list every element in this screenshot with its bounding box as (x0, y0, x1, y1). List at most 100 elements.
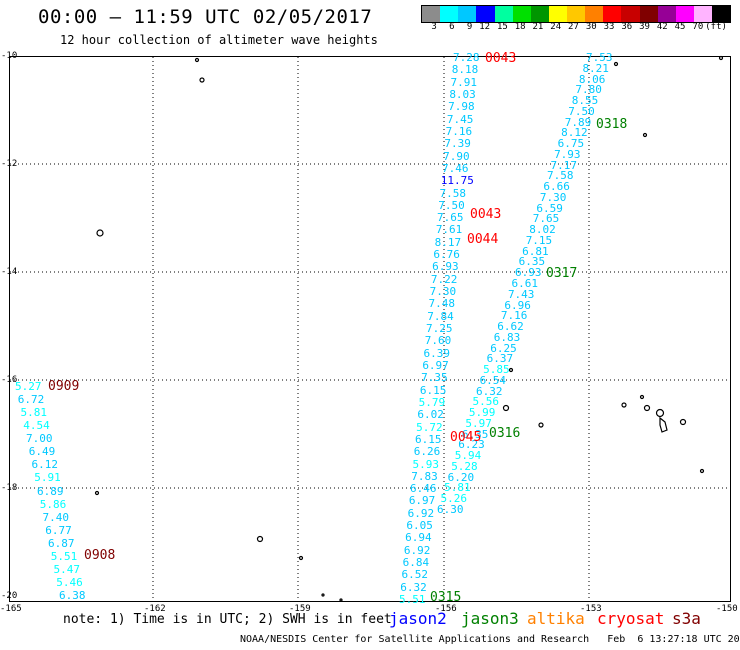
legend-s3a: s3a (672, 609, 701, 628)
swh-value-label: 6.89 (37, 484, 64, 498)
legend-jason2: jason2 (389, 609, 447, 628)
pass-label: 0908 (84, 548, 116, 563)
swh-value-label: 6.54 (479, 373, 507, 387)
island (613, 61, 619, 67)
swh-value-label: 7.16 (500, 309, 528, 323)
swh-value-label: 6.23 (458, 438, 485, 452)
color-scale-label: (ft) (705, 22, 727, 32)
swh-value-label: 7.43 (507, 287, 535, 301)
swh-value-label: 7.93 (554, 147, 581, 161)
swh-value-label: 7.89 (564, 115, 592, 129)
color-scale-label: 39 (639, 22, 650, 32)
color-scale-swatch (458, 6, 477, 22)
color-scale-label: 36 (621, 22, 633, 32)
color-scale-swatch (657, 6, 676, 22)
swh-value-label: 6.26 (413, 445, 441, 459)
swh-value-label: 4.54 (23, 419, 50, 433)
swh-value-label: 6.93 (515, 266, 542, 280)
color-scale-label: 24 (550, 22, 562, 32)
swh-value-label: 7.46 (441, 161, 469, 175)
swh-value-label: 5.79 (418, 395, 446, 409)
color-scale-label: 6 (449, 22, 455, 32)
island (621, 402, 627, 408)
swh-value-label: 5.81 (20, 406, 48, 420)
swh-value-label: 7.60 (424, 334, 452, 348)
island (194, 57, 200, 63)
swh-value-label: 8.06 (578, 72, 606, 86)
swh-value-label: 6.12 (31, 458, 59, 472)
swh-value-label: 5.93 (412, 457, 440, 471)
pass-label: 0317 (546, 266, 578, 281)
island (639, 394, 645, 400)
swh-value-label: 7.50 (438, 198, 465, 212)
color-scale-swatch (512, 6, 531, 22)
swh-value-label: 7.40 (42, 510, 70, 524)
color-scale-label: 33 (603, 22, 615, 32)
color-scale-swatch (530, 6, 549, 22)
swh-value-label: 6.49 (28, 445, 56, 459)
swh-value-label: 7.35 (421, 371, 448, 385)
swh-value-label: 6.61 (511, 277, 539, 290)
map-frame (9, 56, 731, 602)
pass-label: 0045 (450, 430, 482, 445)
swh-value-label: 5.47 (53, 562, 81, 576)
swh-value-label: 7.25 (426, 322, 453, 335)
swh-value-label: 6.92 (403, 543, 431, 557)
swh-value-label: 5.51 (50, 549, 78, 563)
swh-value-label: 6.97 (422, 358, 449, 372)
swh-value-label: 11.75 (440, 174, 474, 188)
swh-value-label: 5.26 (440, 492, 468, 506)
swh-value-label: 6.25 (490, 341, 517, 355)
swh-value-label: 5.56 (472, 395, 499, 409)
island (679, 418, 687, 426)
swh-value-label: 8.21 (582, 61, 609, 75)
swh-value-label: 7.90 (443, 149, 470, 163)
pass-label: 0316 (489, 426, 521, 441)
color-scale-swatch (548, 6, 567, 22)
swh-value-label: 8.55 (571, 94, 599, 108)
swh-value-label: 5.46 (56, 575, 83, 589)
swh-value-label: 6.30 (437, 503, 464, 516)
pass-label: 0909 (48, 379, 80, 394)
swh-value-label: 7.00 (26, 432, 53, 446)
swh-value-label: 6.15 (414, 432, 442, 446)
island (699, 468, 705, 474)
island (538, 422, 544, 428)
swh-value-label: 5.81 (444, 481, 471, 495)
color-scale-label: 3 (431, 22, 437, 32)
swh-value-label: 7.53 (586, 51, 613, 64)
y-tick-label: -12 (1, 159, 18, 169)
swh-value-label: 6.02 (417, 408, 444, 422)
swh-value-label: 5.99 (468, 406, 496, 420)
swh-value-label: 7.98 (448, 100, 475, 114)
swh-value-label: 5.85 (483, 363, 510, 377)
swh-value-label: 6.92 (407, 506, 435, 520)
island (256, 535, 264, 543)
swh-value-label: 8.12 (561, 126, 588, 140)
swh-value-label: 6.32 (476, 384, 503, 398)
swh-value-label: 6.97 (408, 494, 436, 508)
y-tick-label: -10 (1, 51, 18, 61)
swh-value-label: 6.87 (48, 536, 75, 550)
swh-value-label: 6.84 (402, 556, 430, 570)
color-scale-swatch (440, 6, 459, 22)
note-text: note: 1) Time is in UTC; 2) SWH is in fe… (63, 612, 392, 627)
swh-value-label: 6.72 (17, 393, 45, 407)
swh-value-label: 6.15 (419, 383, 447, 397)
swh-value-label: 8.18 (451, 63, 479, 77)
color-scale-label: 9 (466, 22, 473, 32)
swh-value-label: 6.76 (433, 248, 460, 262)
swh-value-label: 7.48 (428, 297, 455, 311)
map-subtitle: 12 hour collection of altimeter wave hei… (60, 33, 378, 47)
island (643, 404, 651, 412)
color-scale-label: 45 (674, 22, 686, 32)
color-scale-swatch (494, 6, 513, 22)
swh-value-label: 6.59 (536, 201, 563, 215)
legend-cryosat: cryosat (597, 609, 665, 628)
swh-value-label: 7.50 (568, 104, 595, 118)
swh-value-label: 6.35 (461, 427, 489, 441)
swh-value-label: 7.65 (437, 211, 464, 225)
color-scale-swatch (585, 6, 604, 22)
swh-value-label: 6.05 (406, 519, 433, 533)
